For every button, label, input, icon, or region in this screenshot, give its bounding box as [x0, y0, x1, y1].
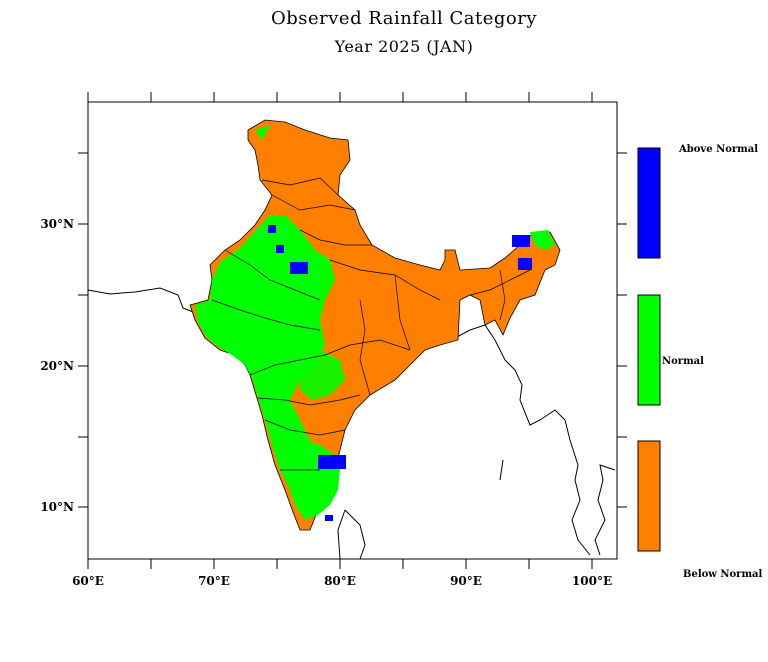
x-tick-label: 80°E — [324, 574, 356, 588]
region-normal-ne — [530, 230, 555, 250]
x-tick-label: 70°E — [198, 574, 230, 588]
region-above-normal — [325, 515, 333, 521]
neighbour-borders — [87, 287, 616, 560]
y-tick-label: 20°N — [40, 359, 74, 373]
legend-label-normal: Normal — [662, 356, 704, 367]
region-above-normal — [512, 235, 530, 247]
region-normal-central — [300, 350, 345, 400]
india-rainfall-fill — [189, 119, 561, 531]
x-tick-label: 90°E — [450, 574, 482, 588]
legend-label-below-normal: Below Normal — [683, 569, 763, 580]
legend-label-above-normal: Above Normal — [679, 144, 759, 155]
map-subtitle: Year 2025 (JAN) — [334, 37, 474, 56]
axis-ticks — [78, 92, 627, 569]
y-tick-label: 30°N — [40, 217, 74, 231]
region-above-normal — [290, 262, 308, 274]
x-tick-label: 100°E — [572, 574, 612, 588]
x-tick-label: 60°E — [72, 574, 104, 588]
legend-swatch-above-normal — [637, 147, 661, 259]
state-borders — [211, 177, 531, 471]
map-title: Observed Rainfall Category — [270, 8, 538, 29]
legend-swatch-normal — [637, 294, 661, 406]
region-above-normal — [518, 258, 532, 270]
region-above-normal — [268, 225, 276, 233]
region-above-normal — [318, 455, 346, 469]
region-normal-top — [255, 125, 270, 140]
region-normal-west — [195, 215, 335, 490]
y-tick-label: 10°N — [40, 500, 74, 514]
region-above-normal — [276, 245, 284, 253]
legend-swatch-below-normal — [637, 440, 661, 552]
